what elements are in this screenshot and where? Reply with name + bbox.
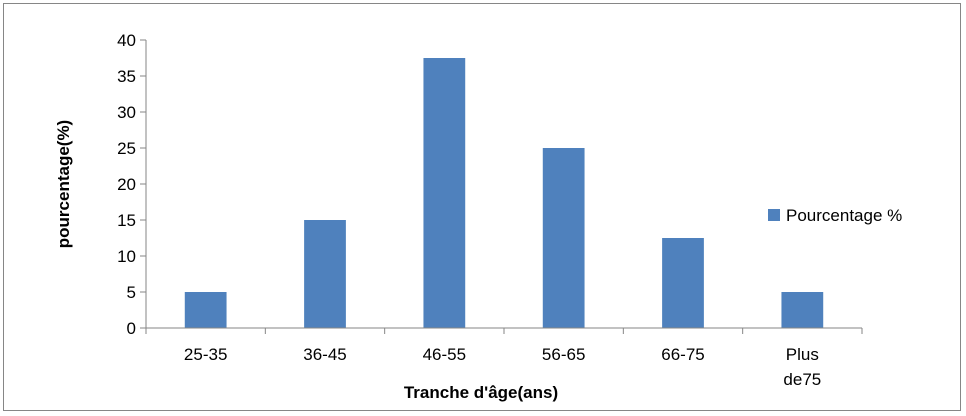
y-tick-label: 5: [127, 283, 136, 302]
x-axis-ticks: 25-35 36-45 46-55 56-65 66-75 Plus de75: [145, 328, 863, 389]
chart-frame: [3, 3, 961, 411]
x-axis-title: Tranche d'âge(ans): [404, 383, 558, 402]
y-axis-title: pourcentage(%): [54, 120, 73, 248]
y-tick-label: 10: [117, 247, 136, 266]
y-tick-label: 0: [127, 319, 136, 338]
y-tick-label: 15: [117, 211, 136, 230]
x-tick-label: 36-45: [303, 345, 346, 364]
bar: [184, 292, 227, 328]
x-tick-label: 66-75: [661, 345, 704, 364]
y-tick-label: 20: [117, 175, 136, 194]
bar: [781, 292, 824, 328]
x-tick-label: Plus: [786, 345, 819, 364]
y-tick-label: 30: [117, 103, 136, 122]
y-tick-label: 35: [117, 67, 136, 86]
x-tick-label: 56-65: [542, 345, 585, 364]
y-tick-label: 40: [117, 31, 136, 50]
bars-group: [184, 58, 824, 328]
x-tick-label: 25-35: [184, 345, 227, 364]
y-axis-ticks: 0 5 10 15 20 25 30 35 40: [117, 31, 146, 338]
bar: [662, 238, 704, 328]
bar: [423, 58, 466, 328]
legend-label: Pourcentage %: [786, 206, 902, 225]
x-tick-label: de75: [783, 370, 821, 389]
legend: Pourcentage %: [768, 206, 902, 225]
legend-swatch: [768, 209, 780, 221]
axes-group: [145, 40, 862, 329]
x-tick-label: 46-55: [423, 345, 466, 364]
y-tick-label: 25: [117, 139, 136, 158]
bar: [542, 148, 585, 328]
bar: [304, 220, 346, 328]
